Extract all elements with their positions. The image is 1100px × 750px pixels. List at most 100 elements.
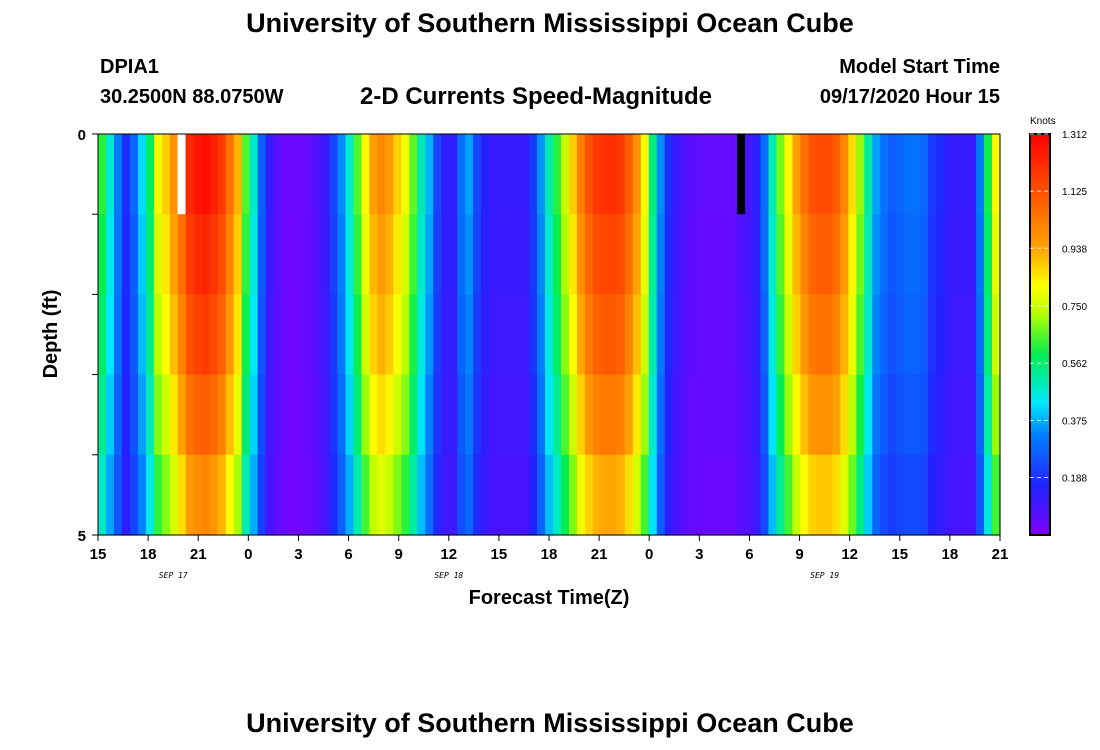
heatmap-cell xyxy=(489,454,498,536)
heatmap-cell xyxy=(824,134,833,215)
heatmap-cell xyxy=(193,294,203,376)
heatmap-cell xyxy=(281,454,291,536)
heatmap-cell xyxy=(992,454,1001,536)
heatmap-cell xyxy=(584,214,594,295)
heatmap-cell xyxy=(608,294,618,376)
heatmap-cell xyxy=(105,374,115,456)
heatmap-cell xyxy=(281,294,291,376)
heatmap-cell xyxy=(728,454,738,536)
heatmap-cell xyxy=(600,134,610,215)
heatmap-cell xyxy=(153,214,163,295)
heatmap-cell xyxy=(760,294,770,376)
heatmap-cell xyxy=(121,134,131,215)
heatmap-cell xyxy=(129,214,139,295)
heatmap-cell xyxy=(600,214,610,295)
heatmap-cell xyxy=(848,294,857,376)
heatmap-cell xyxy=(249,134,259,215)
heatmap-cell xyxy=(273,134,283,215)
heatmap-cell xyxy=(361,454,370,536)
heatmap-cell xyxy=(568,214,578,295)
heatmap-cell xyxy=(257,294,267,376)
heatmap-cell xyxy=(377,454,386,536)
heatmap-cell xyxy=(305,214,315,295)
heatmap-cell xyxy=(321,454,331,536)
heatmap-cell xyxy=(457,294,466,376)
heatmap-cell xyxy=(513,134,522,215)
heatmap-cell xyxy=(656,454,666,536)
heatmap-cell xyxy=(241,374,251,456)
heatmap-cell xyxy=(704,454,714,536)
heatmap-cell xyxy=(656,374,666,456)
heatmap-cell xyxy=(992,134,1001,215)
heatmap-cell xyxy=(808,294,817,376)
heatmap-cell xyxy=(568,374,578,456)
heatmap-cell xyxy=(744,454,754,536)
heatmap-cell xyxy=(944,294,953,376)
heatmap-cell xyxy=(465,454,474,536)
heatmap-cell xyxy=(281,134,291,215)
heatmap-cell xyxy=(640,294,650,376)
heatmap-cell xyxy=(161,374,171,456)
heatmap-cell xyxy=(233,374,243,456)
heatmap-cell xyxy=(497,294,506,376)
heatmap-cell xyxy=(720,294,730,376)
heatmap-cell xyxy=(361,134,370,215)
heatmap-cell xyxy=(888,294,897,376)
heatmap-cell xyxy=(552,374,562,456)
heatmap-cell xyxy=(992,214,1001,295)
heatmap-cell xyxy=(153,374,163,456)
heatmap-cell xyxy=(209,374,219,456)
heatmap-cell xyxy=(608,454,618,536)
heatmap-cell xyxy=(241,214,251,295)
heatmap-cell xyxy=(656,134,666,215)
heatmap-cell xyxy=(784,374,794,456)
heatmap-cell xyxy=(241,134,251,215)
heatmap-cell xyxy=(872,294,881,376)
heatmap-cell xyxy=(624,214,634,295)
heatmap-cell xyxy=(856,374,865,456)
chart-subtitle: 2-D Currents Speed-Magnitude xyxy=(360,83,713,110)
heatmap-cell xyxy=(584,134,594,215)
heatmap-cell xyxy=(521,454,530,536)
heatmap-cell xyxy=(153,134,163,215)
heatmap-cell xyxy=(425,294,434,376)
heatmap-cell xyxy=(361,294,370,376)
heatmap-cell xyxy=(720,374,730,456)
heatmap-cell xyxy=(920,214,929,295)
x-tick-label: 9 xyxy=(394,546,402,563)
heatmap-cell xyxy=(537,454,546,536)
heatmap-cell xyxy=(664,134,674,215)
heatmap-cell xyxy=(529,294,538,376)
heatmap-cell xyxy=(489,294,498,376)
heatmap-cell xyxy=(113,294,123,376)
heatmap-cell xyxy=(760,374,770,456)
heatmap-cell xyxy=(640,374,650,456)
heatmap-cell xyxy=(944,454,953,536)
heatmap-cell xyxy=(481,134,490,215)
heatmap-cell xyxy=(521,294,530,376)
heatmap-cell xyxy=(481,294,490,376)
heatmap-cell xyxy=(712,374,722,456)
heatmap-cell xyxy=(616,214,626,295)
heatmap-cell xyxy=(760,454,770,536)
heatmap-cell xyxy=(473,454,482,536)
heatmap-cell xyxy=(832,134,841,215)
heatmap-cell xyxy=(137,454,147,536)
heatmap-cell xyxy=(904,214,913,295)
heatmap-cell xyxy=(185,294,195,376)
x-tick-label: 0 xyxy=(244,546,252,563)
heatmap-cell xyxy=(169,134,179,215)
heatmap-cell xyxy=(265,294,275,376)
heatmap-cell xyxy=(225,294,235,376)
heatmap-cell xyxy=(121,294,131,376)
heatmap-cell xyxy=(856,294,865,376)
heatmap-cell xyxy=(441,214,450,295)
colorbar-tick-label: 0.938 xyxy=(1062,244,1087,255)
heatmap-cell xyxy=(968,454,977,536)
heatmap-cell xyxy=(129,454,139,536)
heatmap-cell xyxy=(600,294,610,376)
heatmap-cell xyxy=(904,294,913,376)
heatmap-cell xyxy=(808,214,817,295)
heatmap-cell xyxy=(592,214,602,295)
heatmap-cell xyxy=(457,214,466,295)
